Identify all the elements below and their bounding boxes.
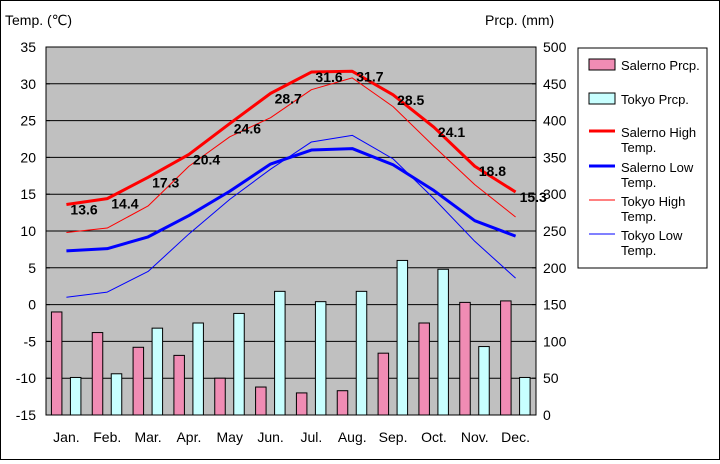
- bar: [500, 300, 512, 416]
- series-line: [66, 69, 517, 206]
- x-tick-label: Jun.: [257, 429, 283, 445]
- x-tick-label: Oct.: [421, 429, 447, 445]
- x-tick-label: May: [217, 429, 243, 445]
- grid-lines: [46, 83, 536, 379]
- left-tick-label: -15: [16, 407, 36, 423]
- right-tick-label: 50: [543, 370, 559, 386]
- x-tick-label: Aug.: [338, 429, 367, 445]
- legend: Salerno Prcp.Tokyo Prcp.Salerno HighTemp…: [588, 58, 700, 258]
- series-line: [66, 134, 516, 298]
- data-label: 24.1: [438, 124, 465, 140]
- bar: [50, 311, 63, 416]
- x-tick-label: Mar.: [134, 429, 161, 445]
- left-tick-label: -5: [24, 333, 37, 349]
- series-line: [66, 77, 516, 233]
- bar: [132, 346, 145, 416]
- data-label: 14.4: [111, 196, 138, 212]
- data-label: 20.4: [193, 151, 220, 167]
- legend-label: Salerno High: [621, 125, 696, 140]
- bar: [110, 373, 123, 416]
- bar: [295, 392, 308, 416]
- left-tick-label: 10: [20, 223, 36, 239]
- bar: [233, 312, 245, 416]
- right-tick-label: 350: [543, 149, 567, 165]
- legend-label: Temp.: [621, 243, 656, 258]
- bar: [173, 354, 185, 416]
- right-tick-label: 300: [543, 186, 567, 202]
- data-label: 13.6: [70, 202, 97, 218]
- bar: [336, 390, 349, 416]
- legend-box: [577, 47, 708, 269]
- bar: [274, 290, 286, 416]
- right-tick-label: 100: [543, 333, 567, 349]
- right-tick-label: 250: [543, 223, 567, 239]
- data-label: 18.8: [479, 163, 506, 179]
- left-tick-label: -10: [16, 370, 36, 386]
- axes: 35302520151050-5-10-15500450400350300250…: [16, 39, 567, 445]
- bar: [418, 322, 430, 416]
- legend-swatch: [588, 92, 616, 105]
- data-label: 15.3: [520, 189, 547, 205]
- series-line: [66, 147, 517, 253]
- x-tick-label: Jul.: [301, 429, 323, 445]
- bar: [459, 301, 471, 416]
- legend-label: Tokyo Low: [621, 228, 683, 243]
- bar: [314, 301, 327, 416]
- right-tick-label: 450: [543, 76, 567, 92]
- bar: [214, 377, 226, 416]
- bar: [437, 268, 449, 416]
- temp-lines: [66, 69, 517, 298]
- right-tick-label: 200: [543, 260, 567, 276]
- data-label: 31.6: [315, 69, 342, 85]
- bar: [91, 332, 104, 416]
- legend-label: Temp.: [621, 175, 656, 190]
- data-label: 31.7: [356, 68, 383, 84]
- precip-bars: [50, 259, 531, 416]
- left-axis-label: Temp. (℃): [5, 12, 72, 28]
- right-tick-label: 500: [543, 39, 567, 55]
- legend-label: Tokyo Prcp.: [621, 92, 689, 107]
- left-tick-label: 25: [20, 113, 36, 129]
- left-tick-label: 0: [28, 297, 36, 313]
- left-tick-label: 5: [28, 260, 36, 276]
- right-tick-label: 400: [543, 113, 567, 129]
- bar: [478, 346, 490, 416]
- x-tick-label: Dec.: [501, 429, 530, 445]
- legend-label: Salerno Prcp.: [621, 58, 700, 73]
- bar: [192, 322, 204, 416]
- data-label: 28.7: [275, 90, 302, 106]
- left-tick-label: 30: [20, 76, 36, 92]
- left-tick-label: 15: [20, 186, 36, 202]
- data-labels: 13.6 14.4 17.3 20.4 24.6 28.7 31.6 31.7 28.5 24.1…: [70, 68, 547, 217]
- bar: [519, 376, 531, 416]
- legend-label: Tokyo High: [621, 194, 685, 209]
- x-tick-label: Jan.: [53, 429, 79, 445]
- right-tick-label: 0: [543, 407, 551, 423]
- bar: [255, 386, 267, 416]
- data-label: 17.3: [152, 174, 179, 190]
- x-tick-label: Nov.: [461, 429, 489, 445]
- bar: [151, 327, 164, 416]
- bar: [396, 259, 409, 416]
- right-axis-label: Prcp. (mm): [485, 12, 554, 28]
- legend-label: Salerno Low: [621, 160, 694, 175]
- left-tick-label: 20: [20, 149, 36, 165]
- bar: [69, 376, 82, 416]
- x-tick-label: Apr.: [176, 429, 201, 445]
- bar: [377, 352, 390, 416]
- left-tick-label: 35: [20, 39, 36, 55]
- right-tick-label: 150: [543, 297, 567, 313]
- legend-swatch: [588, 58, 616, 71]
- x-tick-label: Sep.: [379, 429, 408, 445]
- bar: [355, 290, 368, 416]
- data-label: 24.6: [234, 121, 261, 137]
- data-label: 28.5: [397, 92, 424, 108]
- legend-label: Temp.: [621, 140, 656, 155]
- legend-label: Temp.: [621, 209, 656, 224]
- x-tick-label: Feb.: [93, 429, 121, 445]
